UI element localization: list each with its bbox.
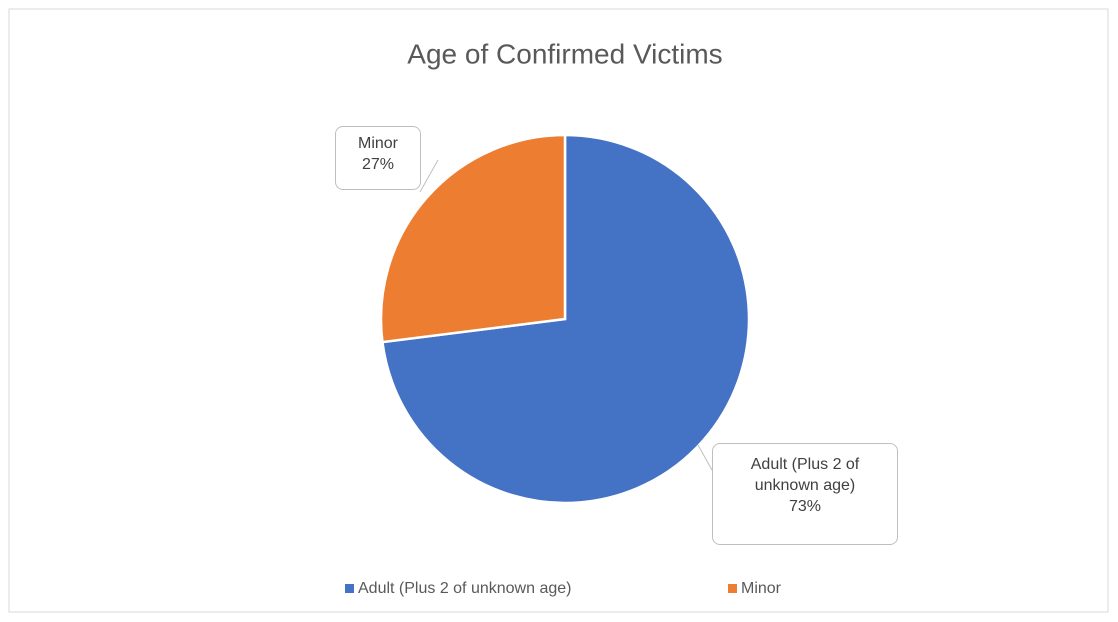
pie-slice: [379, 133, 567, 344]
callout-pointer: [697, 444, 713, 471]
chart-title: Age of Confirmed Victims: [407, 38, 722, 69]
data-label: Minor 27%: [335, 126, 421, 190]
data-label-value: 27%: [361, 156, 395, 173]
legend-label: Minor: [741, 580, 782, 597]
legend-swatch: [728, 584, 737, 593]
data-label: Adult (Plus 2 of unknown age) 73%: [712, 443, 898, 545]
data-label-category: Minor: [357, 135, 398, 152]
legend: Adult (Plus 2 of unknown age) Minor: [345, 580, 782, 597]
legend-swatch: [345, 584, 354, 593]
data-label-value: 73%: [788, 498, 822, 515]
callout-pointer: [419, 159, 439, 193]
pie: [379, 133, 751, 505]
legend-label: Adult (Plus 2 of unknown age): [358, 580, 571, 597]
data-label-category: Adult (Plus 2 of unknown age): [750, 456, 860, 494]
